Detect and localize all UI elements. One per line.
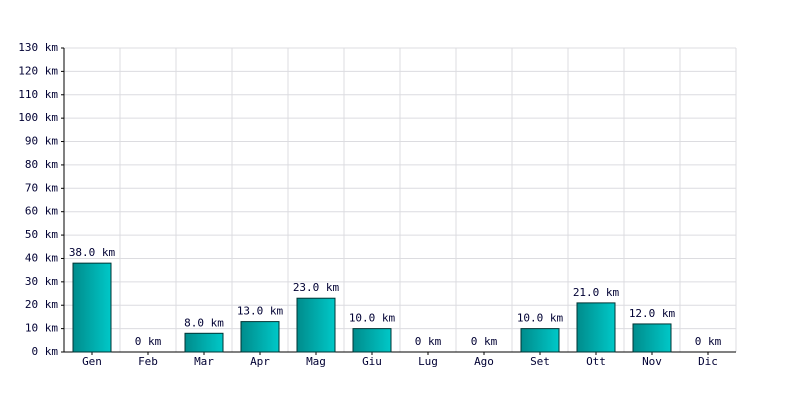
x-tick-label: Mar [194,355,214,368]
bar [184,332,224,353]
x-tick-label: Nov [642,355,662,368]
x-tick-label: Set [530,355,550,368]
y-tick-label: 90 km [25,135,58,148]
value-label: 10.0 km [349,312,396,325]
value-label: 38.0 km [69,246,116,259]
x-tick-label: Apr [250,355,270,368]
value-label: 13.0 km [237,305,284,318]
value-label: 12.0 km [629,307,676,320]
x-tick-label: Ago [474,355,494,368]
y-tick-label: 100 km [18,111,58,124]
bar [352,328,392,353]
x-tick-label: Feb [138,355,158,368]
bar [632,323,672,353]
y-tick-label: 20 km [25,298,58,311]
value-label: 0 km [415,335,442,348]
value-label: 0 km [471,335,498,348]
value-label: 0 km [135,335,162,348]
y-tick-label: 120 km [18,64,58,77]
x-tick-label: Giu [362,355,382,368]
bar [240,321,280,353]
y-tick-label: 30 km [25,275,58,288]
value-label: 8.0 km [184,316,224,329]
value-label: 21.0 km [573,286,620,299]
bar [576,302,616,353]
y-tick-label: 70 km [25,181,58,194]
y-tick-label: 50 km [25,228,58,241]
bar [296,297,336,353]
x-tick-label: Lug [418,355,438,368]
y-tick-label: 80 km [25,158,58,171]
bar [520,328,560,353]
y-tick-label: 40 km [25,251,58,264]
value-label: 0 km [695,335,722,348]
value-label: 23.0 km [293,281,340,294]
x-tick-label: Dic [698,355,718,368]
value-label: 10.0 km [517,312,564,325]
x-tick-label: Ott [586,355,606,368]
y-tick-label: 60 km [25,205,58,218]
y-tick-label: 110 km [18,88,58,101]
bar [72,262,112,353]
x-tick-label: Mag [306,355,326,368]
y-tick-label: 10 km [25,322,58,335]
y-tick-label: 130 km [18,41,58,54]
x-tick-label: Gen [82,355,102,368]
y-tick-label: 0 km [32,345,59,358]
